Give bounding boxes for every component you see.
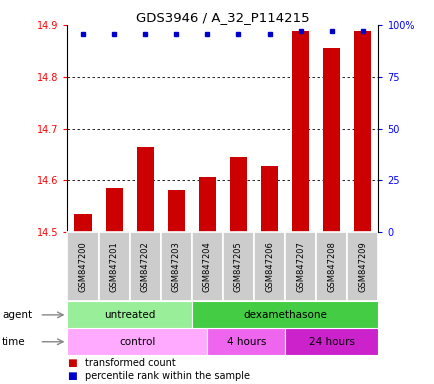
Text: untreated: untreated — [104, 310, 155, 320]
Text: agent: agent — [2, 310, 32, 320]
Bar — [346, 232, 378, 301]
Bar — [67, 301, 191, 328]
Bar — [161, 232, 191, 301]
Bar — [222, 232, 253, 301]
Text: GSM847204: GSM847204 — [202, 242, 211, 292]
Text: GSM847201: GSM847201 — [109, 242, 118, 292]
Text: 4 hours: 4 hours — [226, 337, 265, 347]
Bar — [191, 301, 378, 328]
Bar — [191, 232, 223, 301]
Bar — [285, 232, 316, 301]
Text: GSM847207: GSM847207 — [296, 242, 305, 292]
Bar — [168, 190, 184, 232]
Bar — [207, 328, 285, 355]
Text: transformed count: transformed count — [85, 358, 175, 368]
Bar — [292, 31, 309, 232]
Text: time: time — [2, 337, 26, 347]
Text: GSM847205: GSM847205 — [233, 242, 243, 292]
Bar — [322, 48, 339, 232]
Bar — [98, 232, 129, 301]
Text: control: control — [119, 337, 155, 347]
Text: ■: ■ — [67, 371, 77, 381]
Text: dexamethasone: dexamethasone — [243, 310, 326, 320]
Bar — [253, 232, 285, 301]
Bar — [260, 166, 277, 232]
Bar — [67, 232, 98, 301]
Text: 24 hours: 24 hours — [308, 337, 354, 347]
Bar — [354, 31, 371, 232]
Bar — [67, 328, 207, 355]
Bar — [316, 232, 347, 301]
Bar — [129, 232, 161, 301]
Bar — [285, 328, 378, 355]
Text: GSM847208: GSM847208 — [326, 242, 335, 292]
Title: GDS3946 / A_32_P114215: GDS3946 / A_32_P114215 — [136, 11, 309, 24]
Text: GSM847209: GSM847209 — [358, 242, 367, 292]
Bar — [136, 147, 153, 232]
Text: ■: ■ — [67, 358, 77, 368]
Bar — [105, 188, 122, 232]
Text: GSM847202: GSM847202 — [140, 242, 149, 292]
Text: GSM847206: GSM847206 — [264, 242, 273, 292]
Text: GSM847203: GSM847203 — [171, 242, 181, 292]
Bar — [230, 157, 247, 232]
Bar — [198, 177, 215, 232]
Text: GSM847200: GSM847200 — [78, 242, 87, 292]
Bar — [74, 214, 91, 232]
Text: percentile rank within the sample: percentile rank within the sample — [85, 371, 249, 381]
